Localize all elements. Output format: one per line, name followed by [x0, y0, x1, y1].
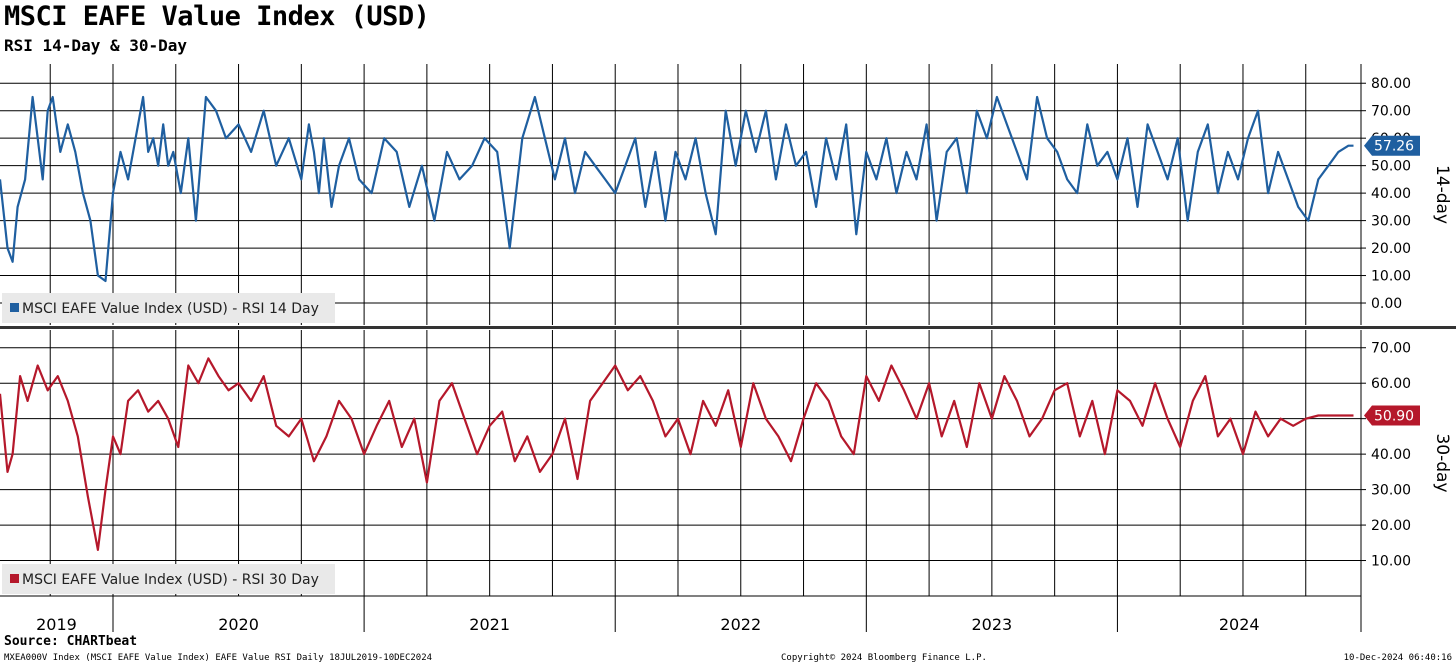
y-tick-label: 20.00 [1371, 241, 1411, 257]
legend-box [2, 293, 335, 323]
y-tick-label: 80.00 [1371, 76, 1411, 92]
footer-index-info: MXEA000V Index (MSCI EAFE Value Index) E… [4, 653, 433, 663]
legend-label: MSCI EAFE Value Index (USD) - RSI 14 Day [22, 301, 319, 317]
x-tick-label: 2021 [469, 615, 510, 634]
legend-swatch [10, 574, 19, 583]
last-value-tag [1364, 405, 1420, 426]
y-tick-label: 50.00 [1371, 159, 1411, 175]
x-tick-label: 2023 [972, 615, 1013, 634]
legend-box [2, 564, 335, 594]
x-tick-label: 2020 [218, 615, 259, 634]
y-tick-label: 70.00 [1371, 104, 1411, 120]
last-value-label: 50.90 [1374, 408, 1414, 424]
axis-title: 30-day [1432, 433, 1452, 492]
series-line-rsi-30 [0, 357, 1354, 551]
series-line-rsi-14 [0, 95, 1354, 283]
legend-label: MSCI EAFE Value Index (USD) - RSI 30 Day [22, 572, 319, 588]
y-tick-label: 10.00 [1371, 269, 1411, 285]
y-tick-label: 70.00 [1371, 341, 1411, 357]
x-tick-label: 2019 [36, 615, 77, 634]
footer-copyright: Copyright© 2024 Bloomberg Finance L.P. [781, 653, 987, 663]
footer-timestamp: 10-Dec-2024 06:40:16 [1343, 653, 1452, 663]
chart-subtitle: RSI 14-Day & 30-Day [4, 36, 188, 55]
last-value-tag [1364, 135, 1420, 156]
axis-title: 14-day [1432, 165, 1452, 224]
y-tick-label: 40.00 [1371, 447, 1411, 463]
x-tick-label: 2024 [1219, 615, 1260, 634]
y-tick-label: 10.00 [1371, 554, 1411, 570]
source-label: Source: CHARTbeat [4, 634, 138, 649]
y-tick-label: 0.00 [1371, 296, 1402, 312]
y-tick-label: 20.00 [1371, 518, 1411, 534]
y-tick-label: 30.00 [1371, 214, 1411, 230]
last-value-label: 57.26 [1374, 139, 1414, 155]
x-tick-label: 2022 [720, 615, 761, 634]
y-tick-label: 30.00 [1371, 483, 1411, 499]
chart-title: MSCI EAFE Value Index (USD) [4, 1, 430, 32]
legend-swatch [10, 303, 19, 312]
y-tick-label: 60.00 [1371, 376, 1411, 392]
y-tick-label: 40.00 [1371, 186, 1411, 202]
